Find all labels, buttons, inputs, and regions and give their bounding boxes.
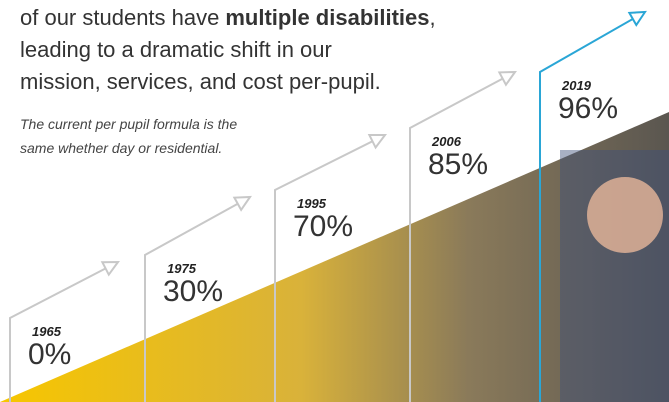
note-line: The current per pupil formula is the [20,116,238,132]
year: 1995 [297,196,327,211]
arrow-head [232,195,252,212]
percent: 70% [293,210,353,243]
note-line: same whether day or residential. [20,140,223,156]
step-arrow [9,261,119,402]
year: 1965 [32,324,62,339]
step-arrow [274,134,386,402]
percent: 96% [558,92,618,125]
heading-line: of our students have multiple disabilitie… [20,5,436,30]
note: The current per pupil formula is the same… [20,112,237,160]
photo-band [0,112,669,402]
arrow-head [627,10,647,27]
heading-line: leading to a dramatic shift in our [20,37,332,62]
step-arrow [539,11,646,402]
arrow-head [497,70,517,87]
year: 2019 [561,78,592,93]
percent: 85% [428,148,488,181]
arrow-head [100,260,120,277]
arrow-head [367,134,387,150]
percent: 30% [163,275,223,308]
photo-face [587,177,663,253]
percent: 0% [28,338,71,371]
heading-line: mission, services, and cost per-pupil. [20,69,381,94]
year: 1975 [167,261,197,276]
year: 2006 [431,134,462,149]
step-arrow [144,196,251,402]
step-arrow [409,71,516,402]
